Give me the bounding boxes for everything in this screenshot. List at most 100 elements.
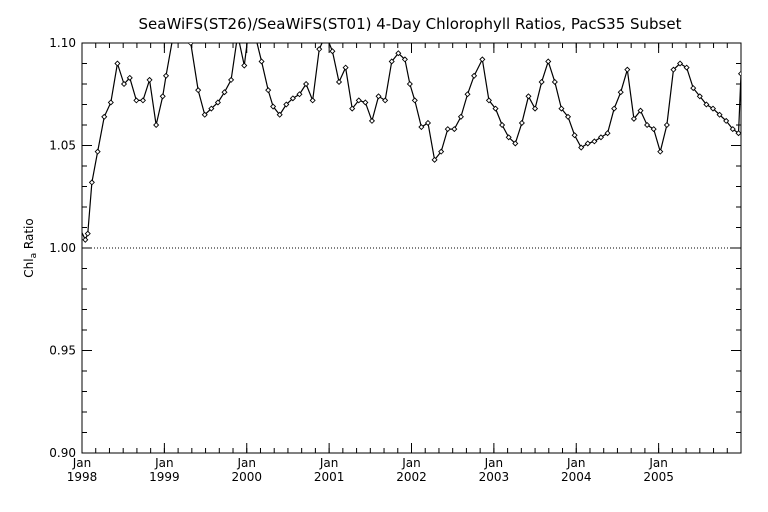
x-tick-month: Jan: [154, 456, 174, 470]
data-point: [737, 70, 741, 77]
data-point: [241, 62, 248, 69]
data-point: [551, 78, 558, 85]
data-point: [683, 64, 690, 71]
data-point: [611, 105, 618, 112]
data-point: [170, 37, 175, 42]
data-point: [177, 32, 182, 37]
data-point: [716, 111, 723, 118]
data-point: [604, 130, 611, 137]
x-tick-month: Jan: [401, 456, 421, 470]
data-point: [162, 72, 170, 79]
data-point: [571, 132, 578, 139]
y-tick-label: 1.10: [49, 36, 76, 50]
data-point: [532, 105, 539, 112]
x-tick-month: Jan: [319, 456, 339, 470]
data-point: [451, 126, 458, 133]
data-point: [709, 105, 717, 112]
data-point: [597, 134, 604, 141]
data-point: [584, 140, 591, 147]
data-point: [406, 80, 413, 88]
y-tick-label: 0.90: [49, 446, 76, 460]
data-point: [512, 140, 519, 147]
plot-frame: [81, 42, 742, 454]
data-point: [114, 60, 121, 67]
data-point: [139, 97, 146, 104]
y-axis-label-rest: Ratio: [22, 218, 36, 253]
data-point: [289, 95, 296, 102]
series-ratio: [82, 32, 741, 243]
data-point: [578, 144, 585, 151]
data-point: [418, 124, 425, 131]
data-point: [107, 99, 114, 106]
data-point: [362, 99, 369, 106]
chart-title: SeaWiFS(ST26)/SeaWiFS(ST01) 4-Day Chloro…: [139, 15, 682, 33]
data-point: [564, 113, 572, 120]
data-point: [309, 97, 316, 104]
data-point: [183, 34, 188, 39]
x-tick-year: 1999: [149, 470, 180, 484]
data-point: [696, 93, 703, 100]
data-point: [316, 46, 323, 53]
data-point: [84, 230, 91, 237]
y-axis-label-main: Chl: [22, 258, 36, 277]
data-point: [637, 107, 644, 114]
data-point: [395, 50, 402, 57]
data-point: [101, 113, 108, 120]
y-tick-label: 1.05: [49, 139, 76, 153]
data-point: [201, 111, 208, 118]
data-point: [388, 58, 395, 65]
data-point: [505, 134, 512, 141]
data-point: [368, 117, 375, 124]
data-point: [703, 101, 710, 108]
data-point: [424, 119, 432, 126]
data-point: [729, 126, 736, 133]
data-point: [677, 60, 684, 67]
y-axis-label-subscript: a: [29, 253, 39, 259]
data-point: [195, 87, 202, 94]
data-point: [126, 74, 133, 81]
data-point: [670, 66, 677, 73]
data-point: [617, 89, 624, 96]
data-point: [253, 32, 258, 37]
data-point: [296, 91, 303, 98]
x-tick-month: Jan: [72, 456, 92, 470]
data-point: [228, 76, 235, 83]
data-point: [82, 226, 83, 229]
data-point: [663, 121, 670, 129]
x-tick-month: Jan: [484, 456, 504, 470]
data-point: [159, 93, 166, 100]
data-point: [630, 115, 637, 122]
data-point: [650, 126, 657, 133]
data-point: [545, 58, 552, 65]
data-point: [221, 89, 228, 96]
data-point: [492, 105, 499, 112]
y-tick-label: 1.00: [49, 241, 76, 255]
data-point: [349, 105, 356, 112]
x-axis: Jan1998Jan1999Jan2000Jan2001Jan2002Jan20…: [67, 43, 742, 484]
data-point: [88, 179, 95, 186]
x-tick-month: Jan: [648, 456, 668, 470]
data-point: [120, 80, 128, 88]
data-point: [323, 32, 328, 37]
data-point: [265, 87, 272, 94]
data-point: [270, 103, 277, 110]
data-point: [187, 43, 194, 47]
y-tick-label: 0.95: [49, 344, 76, 358]
data-point: [558, 105, 565, 112]
data-point: [499, 121, 506, 129]
data-point: [690, 85, 697, 92]
data-point: [464, 91, 471, 98]
x-tick-year: 2000: [231, 470, 262, 484]
data-point: [644, 121, 651, 129]
y-axis: 0.90 0.95 1.00 1.05 1.10: [49, 36, 741, 460]
data-point: [457, 113, 464, 120]
data-point: [657, 148, 664, 155]
data-point: [382, 97, 389, 104]
x-tick-year: 2001: [314, 470, 345, 484]
data-point: [485, 97, 492, 104]
data-point: [525, 93, 532, 100]
data-point: [518, 119, 525, 126]
data-point: [146, 76, 153, 83]
data-point: [329, 48, 336, 55]
